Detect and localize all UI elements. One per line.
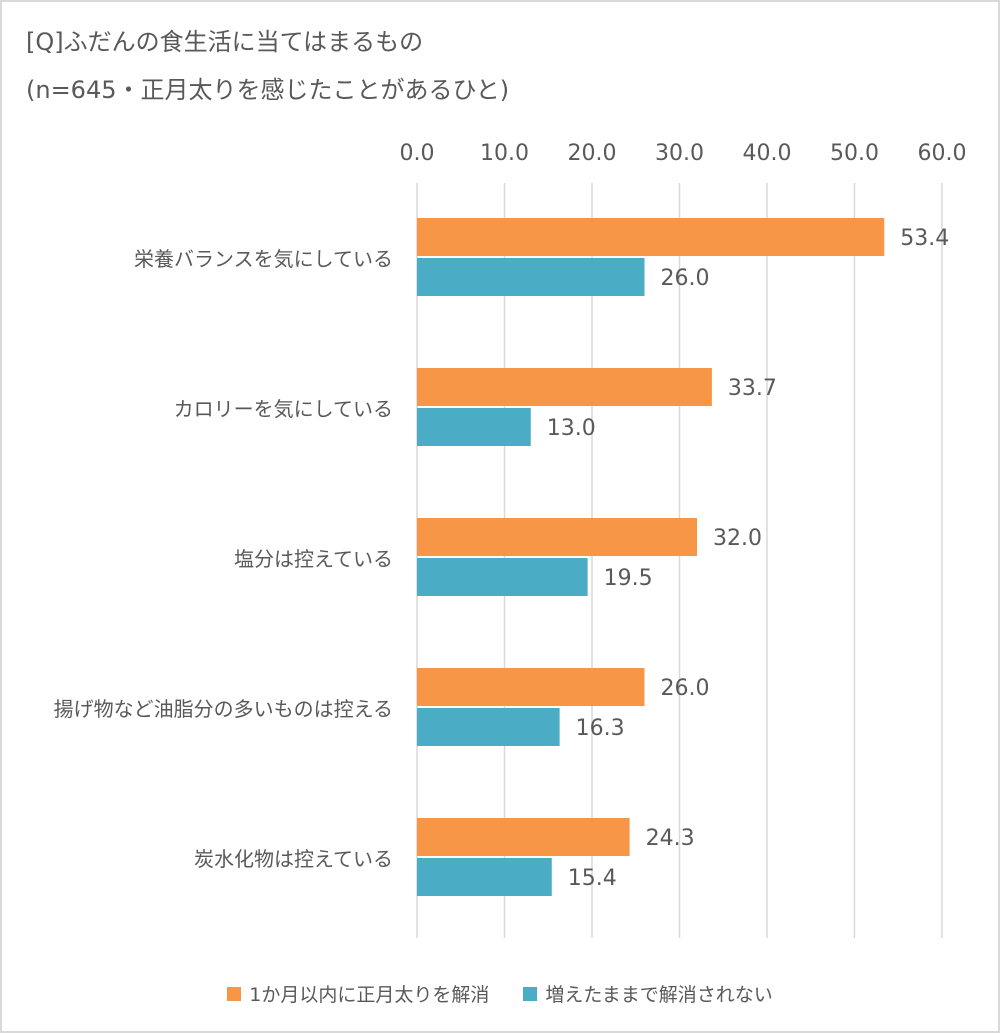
x-tick-label: 60.0 xyxy=(918,141,967,166)
category-label: 炭水化物は控えている xyxy=(194,847,393,871)
data-label: 24.3 xyxy=(646,826,695,851)
x-tick-label: 10.0 xyxy=(480,141,529,166)
x-tick-label: 50.0 xyxy=(830,141,879,166)
category-label: 栄養バランスを気にしている xyxy=(134,247,393,271)
data-label: 19.5 xyxy=(604,566,653,591)
x-tick-label: 30.0 xyxy=(655,141,704,166)
bar xyxy=(417,518,697,556)
legend-label-series-1: 1か月以内に正月太りを解消 xyxy=(249,984,490,1006)
legend-item-series-1: 1か月以内に正月太りを解消 xyxy=(227,980,489,1007)
legend-swatch-series-1 xyxy=(227,986,242,1001)
data-label: 13.0 xyxy=(547,416,596,441)
bar xyxy=(417,858,552,896)
x-tick-label: 20.0 xyxy=(568,141,617,166)
bar xyxy=(417,818,630,856)
data-label: 26.0 xyxy=(661,676,710,701)
legend: 1か月以内に正月太りを解消 増えたままで解消されない xyxy=(0,980,1000,1007)
data-label: 26.0 xyxy=(661,266,710,291)
legend-item-series-2: 増えたままで解消されない xyxy=(523,980,773,1007)
legend-swatch-series-2 xyxy=(523,986,538,1001)
category-label: カロリーを気にしている xyxy=(174,397,393,421)
data-label: 33.7 xyxy=(728,376,777,401)
bar xyxy=(417,368,712,406)
chart-title-line2: (n=645・正月太りを感じたことがあるひと) xyxy=(26,76,510,104)
bar xyxy=(417,408,531,446)
bar xyxy=(417,708,560,746)
data-label: 32.0 xyxy=(713,526,762,551)
legend-label-series-2: 増えたままで解消されない xyxy=(545,984,773,1006)
data-label: 53.4 xyxy=(900,226,949,251)
chart-title-line1: [Q]ふだんの食生活に当てはまるもの xyxy=(26,28,424,56)
x-tick-label: 0.0 xyxy=(400,141,435,166)
data-label: 15.4 xyxy=(568,866,617,891)
bar xyxy=(417,668,645,706)
category-label: 塩分は控えている xyxy=(234,547,393,571)
data-label: 16.3 xyxy=(576,716,625,741)
x-tick-label: 40.0 xyxy=(743,141,792,166)
bar xyxy=(417,218,885,256)
bar xyxy=(417,558,588,596)
bar xyxy=(417,258,645,296)
category-label: 揚げ物など油脂分の多いものは控える xyxy=(54,697,393,721)
